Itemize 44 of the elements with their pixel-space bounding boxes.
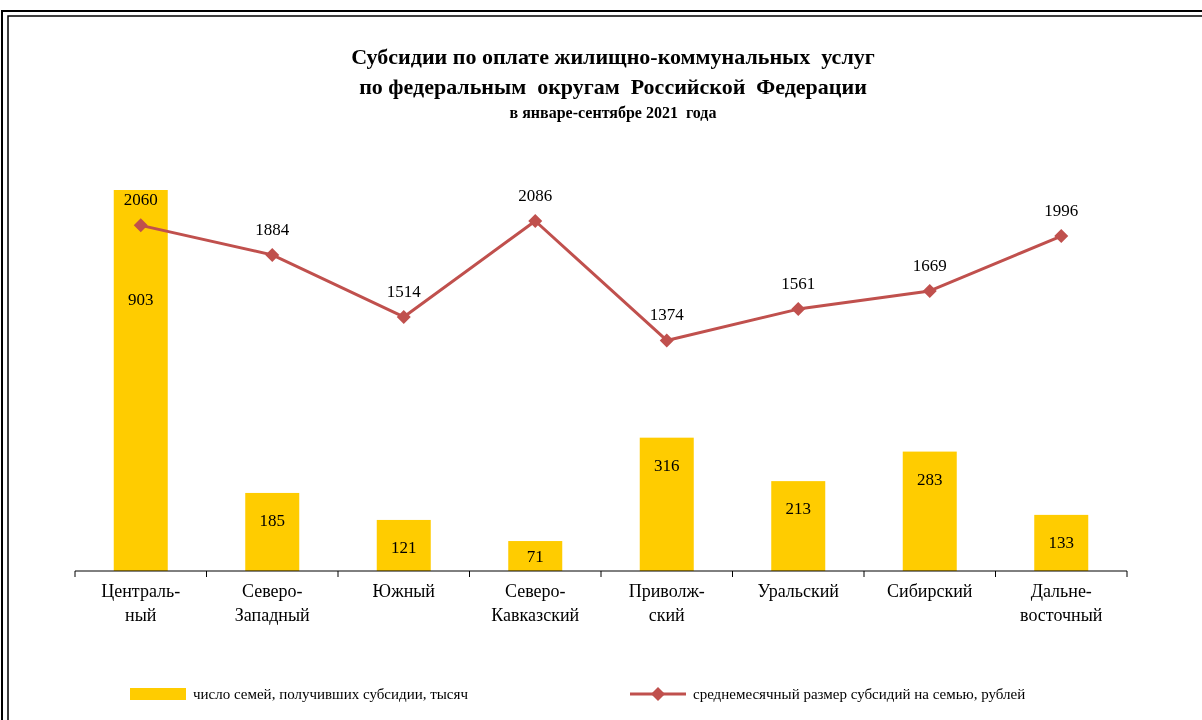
x-tick-label: Сибирский: [887, 581, 973, 601]
chart-subtitle: в январе-сентябре 2021 года: [509, 104, 717, 122]
bar: [771, 481, 826, 571]
bar: [902, 451, 957, 571]
x-tick-label: Уральский: [757, 581, 840, 601]
data-label: 213: [785, 499, 811, 519]
legend-label: среднемесячный размер субсидий на семью, рублей: [693, 686, 1026, 702]
bar: [376, 519, 431, 571]
data-label: 1561: [781, 274, 816, 294]
point: [528, 214, 543, 228]
point: [265, 247, 280, 262]
point: [1054, 229, 1069, 244]
x-tick-label: Централь- ный: [101, 581, 181, 625]
data-label: 2060: [123, 190, 158, 210]
data-label: 121: [391, 537, 417, 557]
data-label: 903: [128, 290, 154, 309]
x-tick-label: Северо- Кавказский: [491, 581, 580, 625]
bar: [639, 437, 694, 571]
data-label: 1374: [649, 305, 685, 325]
data-label: 71: [526, 547, 544, 567]
data-label: 1514: [386, 281, 422, 301]
point: [922, 283, 937, 298]
data-label: 185: [259, 510, 285, 530]
point: [659, 333, 674, 348]
bar: [113, 190, 168, 571]
bar: [508, 541, 563, 571]
data-label: 1669: [912, 255, 947, 275]
bar: [1034, 514, 1089, 571]
bar: [245, 492, 300, 571]
data-label: 1996: [1044, 201, 1079, 221]
x-tick-label: Дальне- восточный: [1020, 581, 1103, 625]
point: [396, 309, 411, 324]
data-label: 283: [917, 469, 943, 489]
x-tick-label: Южный: [372, 581, 436, 601]
x-tick-label: Северо- Западный: [234, 581, 311, 625]
data-label: 133: [1048, 532, 1074, 552]
data-label: 316: [654, 455, 680, 475]
data-label: 1884: [255, 219, 290, 239]
point: [133, 218, 148, 233]
legend-label: число семей, получивших субсидии, тысяч: [193, 686, 469, 702]
point: [791, 302, 806, 317]
data-label: 2086: [518, 186, 553, 205]
chart-title: Субсидии по оплате жилищно-коммунальных услуг по федеральным округам Российской Федерации: [351, 44, 875, 99]
x-tick-label: Приволж- ский: [628, 581, 705, 625]
